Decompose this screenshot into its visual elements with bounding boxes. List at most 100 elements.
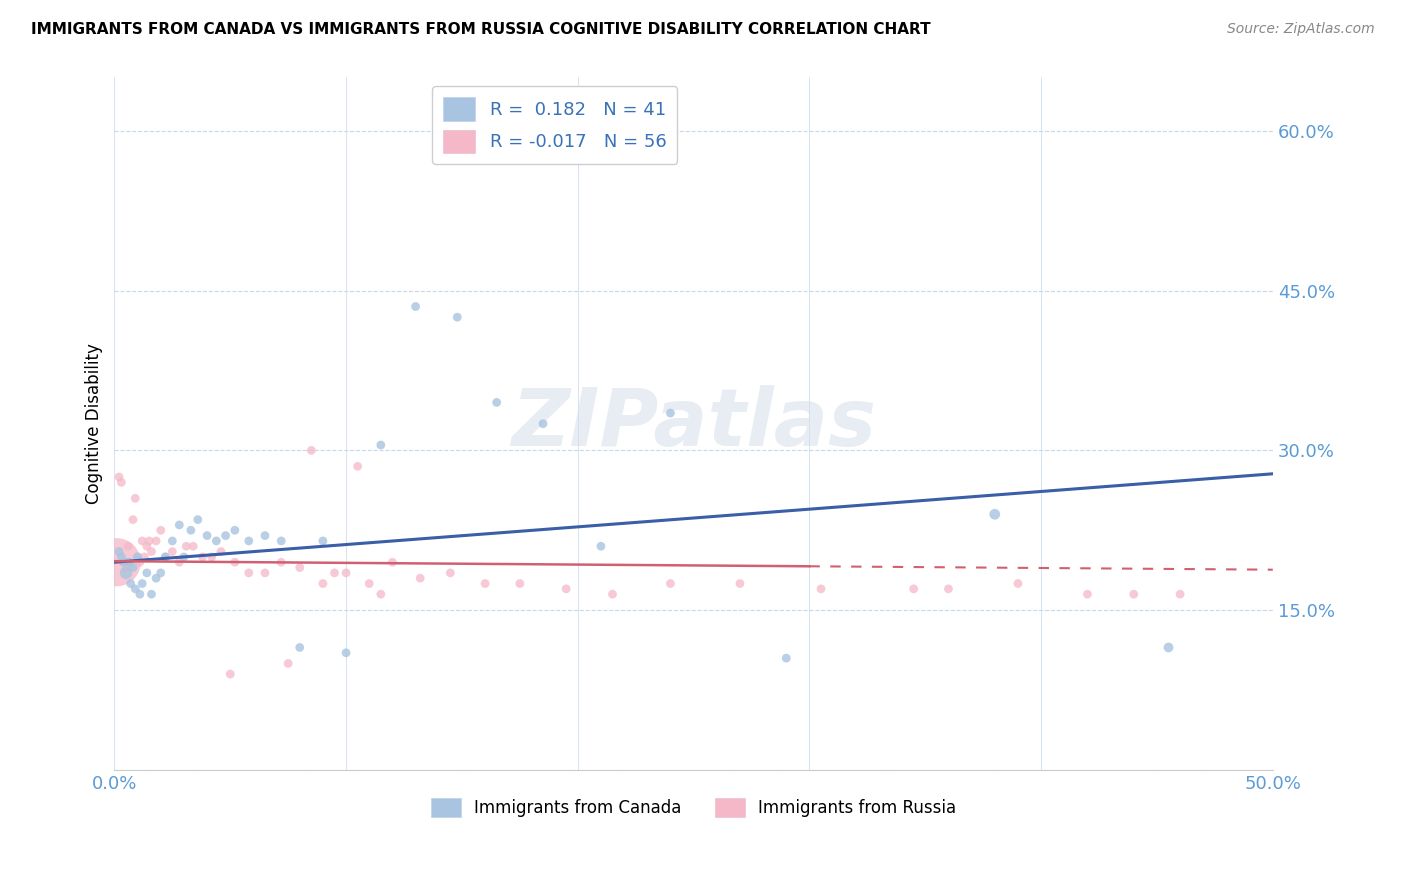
Point bbox=[117, 539, 139, 553]
Point bbox=[122, 513, 145, 527]
Point bbox=[253, 566, 276, 580]
Text: Source: ZipAtlas.com: Source: ZipAtlas.com bbox=[1227, 22, 1375, 37]
Point bbox=[124, 582, 146, 596]
Point bbox=[1076, 587, 1098, 601]
Point bbox=[149, 566, 172, 580]
Point bbox=[335, 566, 357, 580]
Point bbox=[370, 438, 392, 452]
Point bbox=[238, 533, 260, 548]
Point bbox=[381, 555, 404, 569]
Point bbox=[270, 555, 292, 569]
Point bbox=[134, 549, 156, 564]
Point bbox=[589, 539, 612, 553]
Point bbox=[602, 587, 624, 601]
Point bbox=[439, 566, 461, 580]
Legend: Immigrants from Canada, Immigrants from Russia: Immigrants from Canada, Immigrants from … bbox=[425, 791, 963, 824]
Point bbox=[131, 533, 153, 548]
Point bbox=[359, 576, 381, 591]
Point bbox=[214, 528, 236, 542]
Point bbox=[323, 566, 346, 580]
Point bbox=[124, 491, 146, 506]
Point bbox=[984, 508, 1007, 522]
Y-axis label: Cognitive Disability: Cognitive Disability bbox=[86, 343, 103, 504]
Point bbox=[173, 549, 195, 564]
Point bbox=[405, 300, 427, 314]
Point bbox=[312, 576, 335, 591]
Point bbox=[1157, 640, 1180, 655]
Point bbox=[555, 582, 578, 596]
Point bbox=[127, 549, 149, 564]
Point bbox=[810, 582, 832, 596]
Point bbox=[128, 587, 150, 601]
Point bbox=[775, 651, 797, 665]
Point bbox=[155, 549, 177, 564]
Point bbox=[224, 523, 246, 537]
Point bbox=[155, 549, 177, 564]
Point bbox=[509, 576, 531, 591]
Point bbox=[191, 549, 214, 564]
Point bbox=[205, 533, 228, 548]
Point bbox=[1168, 587, 1191, 601]
Point bbox=[288, 560, 311, 574]
Point bbox=[370, 587, 392, 601]
Point bbox=[110, 475, 132, 490]
Point bbox=[270, 533, 292, 548]
Point bbox=[162, 544, 184, 558]
Point bbox=[446, 310, 468, 325]
Point bbox=[531, 417, 554, 431]
Point bbox=[277, 657, 299, 671]
Point bbox=[128, 555, 150, 569]
Point bbox=[1007, 576, 1029, 591]
Point bbox=[288, 640, 311, 655]
Point bbox=[145, 533, 167, 548]
Point bbox=[112, 555, 135, 569]
Point bbox=[728, 576, 751, 591]
Point bbox=[122, 560, 145, 574]
Point bbox=[105, 555, 128, 569]
Point bbox=[162, 533, 184, 548]
Point bbox=[169, 517, 191, 532]
Point bbox=[115, 566, 138, 580]
Point bbox=[120, 576, 142, 591]
Point bbox=[141, 587, 163, 601]
Point bbox=[1122, 587, 1144, 601]
Point bbox=[181, 539, 204, 553]
Point bbox=[346, 459, 368, 474]
Point bbox=[299, 443, 322, 458]
Point bbox=[169, 555, 191, 569]
Point bbox=[312, 533, 335, 548]
Point bbox=[195, 528, 218, 542]
Point bbox=[108, 544, 131, 558]
Point bbox=[219, 667, 242, 681]
Point bbox=[238, 566, 260, 580]
Point bbox=[409, 571, 432, 585]
Point bbox=[180, 523, 202, 537]
Point bbox=[127, 549, 149, 564]
Point bbox=[485, 395, 508, 409]
Point bbox=[112, 555, 135, 569]
Point bbox=[659, 406, 682, 420]
Point bbox=[141, 544, 163, 558]
Point bbox=[117, 555, 139, 569]
Point bbox=[474, 576, 496, 591]
Point bbox=[659, 576, 682, 591]
Point bbox=[120, 555, 142, 569]
Text: IMMIGRANTS FROM CANADA VS IMMIGRANTS FROM RUSSIA COGNITIVE DISABILITY CORRELATIO: IMMIGRANTS FROM CANADA VS IMMIGRANTS FRO… bbox=[31, 22, 931, 37]
Point bbox=[131, 576, 153, 591]
Point bbox=[335, 646, 357, 660]
Point bbox=[201, 549, 224, 564]
Point bbox=[174, 539, 197, 553]
Point bbox=[209, 544, 232, 558]
Point bbox=[224, 555, 246, 569]
Point bbox=[135, 539, 157, 553]
Point bbox=[253, 528, 276, 542]
Point bbox=[149, 523, 172, 537]
Text: ZIPatlas: ZIPatlas bbox=[512, 384, 876, 463]
Point bbox=[903, 582, 925, 596]
Point bbox=[938, 582, 960, 596]
Point bbox=[110, 549, 132, 564]
Point bbox=[115, 560, 138, 574]
Point bbox=[135, 566, 157, 580]
Point bbox=[145, 571, 167, 585]
Point bbox=[138, 533, 160, 548]
